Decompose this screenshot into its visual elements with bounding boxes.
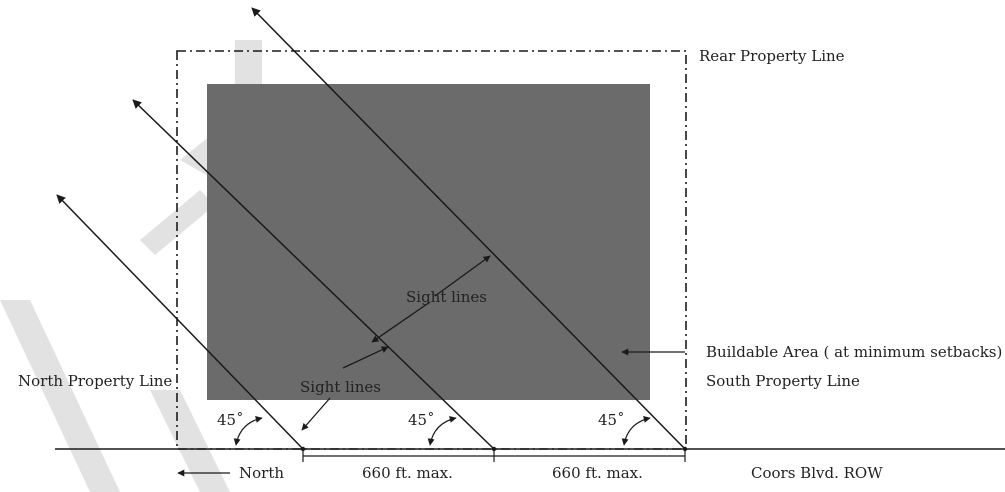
curved-double-arrow-icon — [233, 415, 263, 446]
angle-label-1: 45˚ — [217, 411, 244, 429]
north-label: North — [239, 464, 284, 482]
angle-label-3: 45˚ — [598, 411, 625, 429]
curved-double-arrow-icon — [427, 415, 457, 446]
spacing-dimension — [302, 450, 686, 462]
arrow-icon — [342, 346, 389, 369]
curved-double-arrow-icon — [621, 415, 651, 446]
buildable-area — [207, 84, 650, 400]
buildable-area-label: Buildable Area ( at minimum setbacks) — [706, 343, 1002, 361]
spacing-label-2: 660 ft. max. — [552, 464, 643, 482]
angle-label-2: 45˚ — [408, 411, 435, 429]
north-property-line-label: North Property Line — [18, 372, 172, 390]
angle-markers — [233, 415, 651, 446]
sight-line-2 — [132, 99, 495, 450]
sight-line-1 — [56, 194, 304, 450]
sight-lines-label-upper: Sight lines — [406, 288, 487, 306]
sight-lines-label-lower: Sight lines — [300, 378, 381, 396]
sight-line-3 — [251, 7, 686, 450]
south-property-line-label: South Property Line — [706, 372, 860, 390]
pointer-arrows — [177, 255, 685, 477]
spacing-label-1: 660 ft. max. — [362, 464, 453, 482]
arrow-icon — [434, 255, 491, 297]
sight-lines — [56, 7, 686, 450]
row-label: Coors Blvd. ROW — [751, 464, 883, 482]
rear-property-line-label: Rear Property Line — [699, 47, 845, 65]
arrow-icon — [371, 301, 431, 343]
arrow-icon — [301, 397, 331, 431]
sight-line-points — [300, 446, 688, 452]
